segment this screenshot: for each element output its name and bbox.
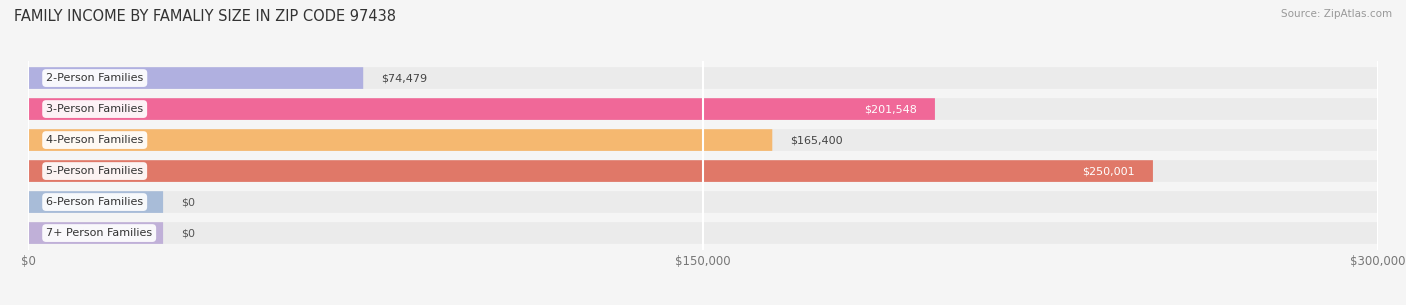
Text: 3-Person Families: 3-Person Families: [46, 104, 143, 114]
Text: 7+ Person Families: 7+ Person Families: [46, 228, 152, 238]
FancyBboxPatch shape: [28, 67, 363, 89]
FancyBboxPatch shape: [28, 67, 1378, 89]
Text: $201,548: $201,548: [865, 104, 917, 114]
FancyBboxPatch shape: [28, 191, 163, 213]
Text: Source: ZipAtlas.com: Source: ZipAtlas.com: [1281, 9, 1392, 19]
Text: 5-Person Families: 5-Person Families: [46, 166, 143, 176]
Text: $0: $0: [181, 228, 195, 238]
Text: $74,479: $74,479: [381, 73, 427, 83]
FancyBboxPatch shape: [28, 222, 163, 244]
Text: 2-Person Families: 2-Person Families: [46, 73, 143, 83]
Text: $0: $0: [181, 197, 195, 207]
Text: FAMILY INCOME BY FAMALIY SIZE IN ZIP CODE 97438: FAMILY INCOME BY FAMALIY SIZE IN ZIP COD…: [14, 9, 396, 24]
FancyBboxPatch shape: [28, 98, 1378, 120]
Text: 4-Person Families: 4-Person Families: [46, 135, 143, 145]
Text: 6-Person Families: 6-Person Families: [46, 197, 143, 207]
FancyBboxPatch shape: [28, 222, 1378, 244]
FancyBboxPatch shape: [28, 98, 935, 120]
FancyBboxPatch shape: [28, 160, 1378, 182]
FancyBboxPatch shape: [28, 160, 1153, 182]
FancyBboxPatch shape: [28, 129, 772, 151]
Text: $165,400: $165,400: [790, 135, 844, 145]
Text: $250,001: $250,001: [1083, 166, 1135, 176]
FancyBboxPatch shape: [28, 191, 1378, 213]
FancyBboxPatch shape: [28, 129, 1378, 151]
